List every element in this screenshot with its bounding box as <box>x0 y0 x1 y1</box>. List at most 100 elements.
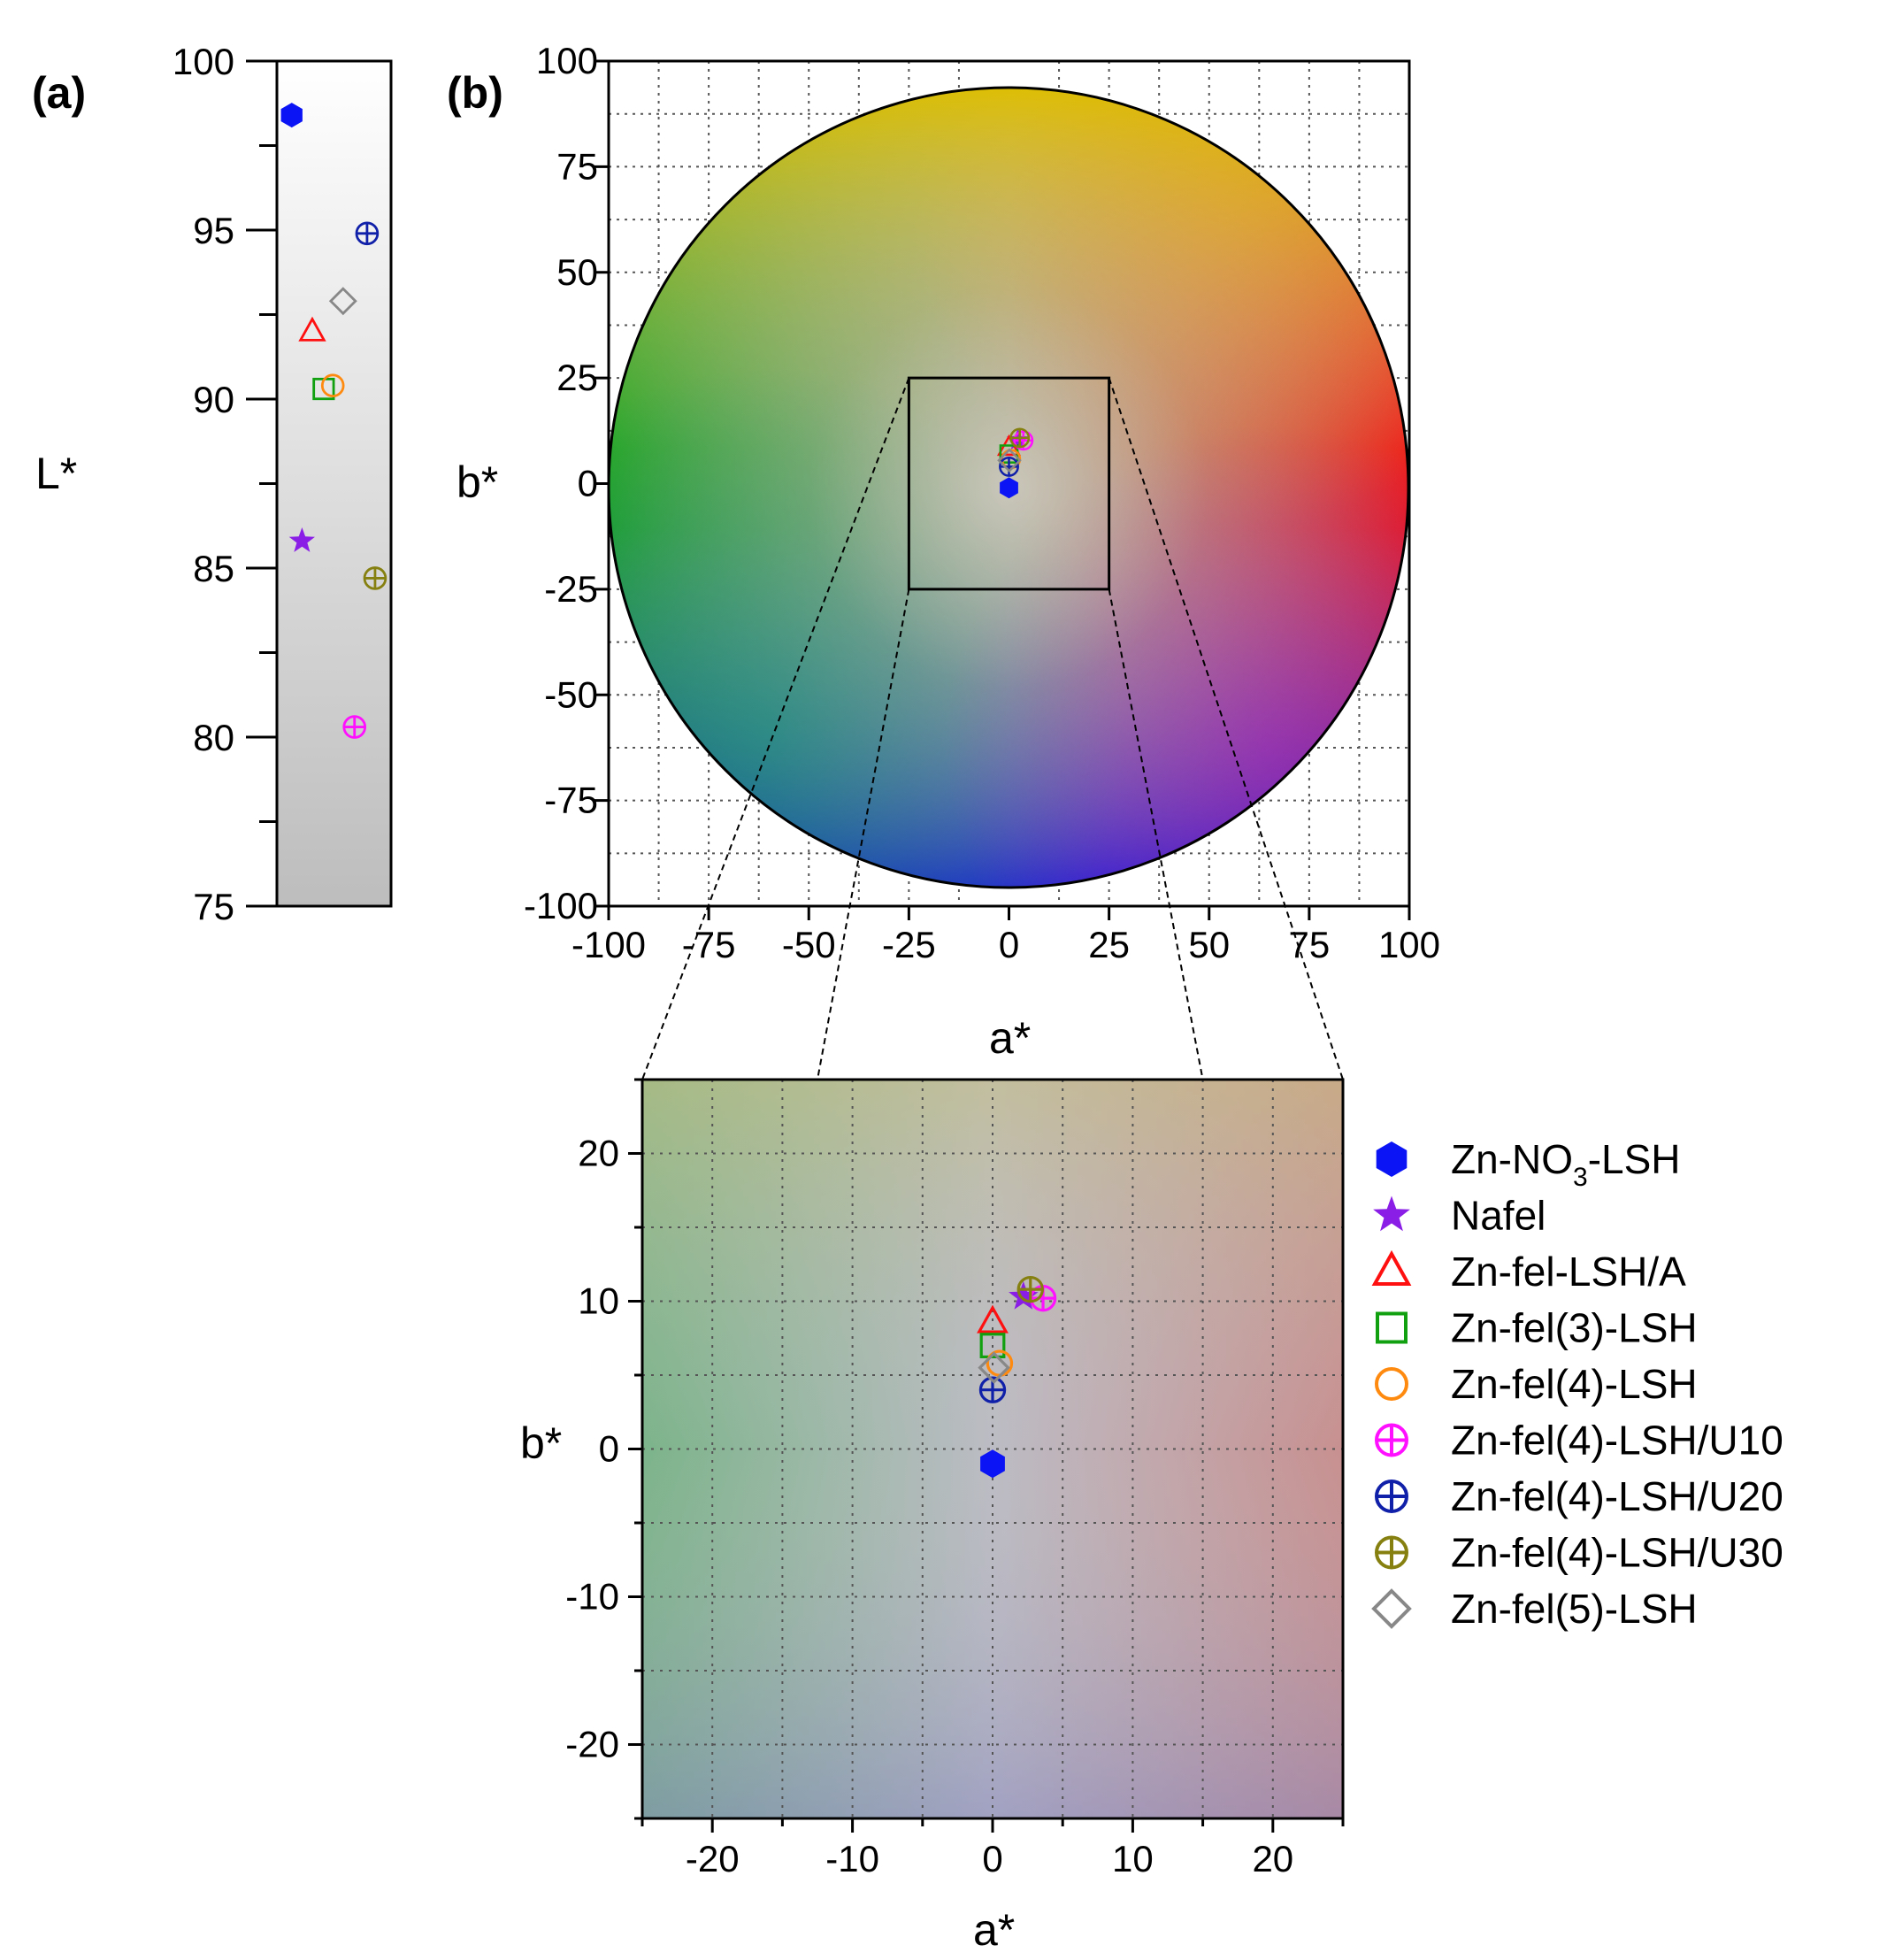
panel-b-y-title: b* <box>456 457 498 507</box>
panel-b-x-tick-label: -100 <box>571 924 646 965</box>
legend-item-zn-fel-5-lsh-marker-shape <box>1371 1588 1412 1629</box>
panel-b-y-tick-label: -50 <box>544 673 598 715</box>
panel-a-marker-zn-fel-4-lsh-u20 <box>355 221 380 246</box>
panel-a-marker-zn-fel-5-lsh <box>328 287 357 316</box>
panel-b-x-tick-label: 25 <box>1088 924 1130 965</box>
panel-b-marker-zn-fel-4-lsh-u30 <box>1009 427 1031 449</box>
panel-b-x-tick-label: -25 <box>882 924 936 965</box>
zoom-y-tick-label: 20 <box>578 1133 619 1174</box>
panel-b-y-tick-label: 0 <box>578 463 598 504</box>
legend-item-zn-fel-3-lsh: Zn-fel(3)-LSH <box>1376 1305 1698 1351</box>
panel-a-marker-zn-no3-lsh <box>280 103 303 128</box>
panel-a: (a) 75 80 85 90 95 100 L* <box>32 41 393 927</box>
panel-a-tick-label: 85 <box>193 548 234 589</box>
legend-item-zn-fel-5-lsh-label: Zn-fel(5)-LSH <box>1451 1586 1698 1632</box>
panel-a-y-title: L* <box>35 449 77 498</box>
legend-item-zn-fel-4-lsh-marker-shape <box>1375 1367 1408 1401</box>
zoom-connector-line <box>1108 377 1344 1080</box>
panel-b-x-tick-label: 0 <box>999 924 1019 965</box>
legend-item-zn-no3-lsh-marker-shape <box>1376 1141 1408 1177</box>
legend-item-zn-fel-4-lsh: Zn-fel(4)-LSH <box>1375 1361 1698 1407</box>
panel-b: (b) -100 -75 -50 -25 0 25 50 75 100 -100 -75 -50 -25… <box>447 40 1440 1063</box>
legend-item-zn-fel-4-lsh-u20: Zn-fel(4)-LSH/U20 <box>1375 1473 1783 1519</box>
legend-item-zn-fel-lsh-a-marker-shape <box>1371 1249 1412 1286</box>
panel-a-tick-label: 80 <box>193 717 234 758</box>
legend-item-zn-fel-lsh-a-label: Zn-fel-LSH/A <box>1451 1249 1686 1295</box>
zoom-marker-nafel <box>1009 1280 1039 1310</box>
legend: Zn-NO3-LSHNafelZn-fel-LSH/AZn-fel(3)-LSH… <box>1371 1136 1783 1632</box>
panel-a-tick-label: 75 <box>193 886 234 927</box>
panel-a-label: (a) <box>32 68 86 118</box>
legend-item-zn-fel-4-lsh-marker <box>1375 1367 1408 1401</box>
panel-b-x-tick-label: -50 <box>782 924 836 965</box>
zoom-marker-zn-fel-5-lsh <box>978 1351 1010 1384</box>
panel-b-y-tick-label: -75 <box>544 780 598 821</box>
zoom-marker-zn-no3-lsh-shape <box>980 1449 1005 1479</box>
zoom-y-title: b* <box>520 1418 562 1468</box>
zoom-y-tick-label: -20 <box>565 1724 619 1765</box>
legend-item-zn-fel-4-lsh-u10: Zn-fel(4)-LSH/U10 <box>1375 1418 1783 1464</box>
panel-a-marker-zn-fel-4-lsh-u10 <box>342 715 367 739</box>
panel-b-marker-zn-fel-4-lsh-u20 <box>999 456 1019 477</box>
legend-item-zn-fel-4-lsh-u20-marker <box>1375 1480 1408 1513</box>
panel-b-marker-zn-fel-5-lsh <box>997 448 1022 473</box>
legend-item-nafel-marker-shape <box>1373 1195 1410 1232</box>
panel-b-y-tick-label: -25 <box>544 568 598 610</box>
panel-b-y-tick-label: -100 <box>524 885 598 926</box>
legend-item-nafel-marker <box>1373 1195 1410 1232</box>
legend-item-zn-no3-lsh-label-main: Zn-NO <box>1451 1136 1573 1182</box>
panel-a-marker-zn-fel-4-lsh <box>320 373 345 398</box>
zoom-connector-line <box>641 377 910 1080</box>
legend-item-zn-fel-lsh-a: Zn-fel-LSH/A <box>1371 1249 1686 1295</box>
legend-item-zn-fel-3-lsh-marker-shape <box>1376 1311 1408 1344</box>
zoom-x-title: a* <box>973 1905 1015 1955</box>
zoom-marker-zn-fel-lsh-a-shape <box>977 1304 1009 1334</box>
panel-a-plot-area <box>275 59 393 908</box>
zoom-marker-zn-fel-4-lsh-u30 <box>1016 1275 1044 1303</box>
panel-b-marker-zn-no3-lsh-shape <box>1000 477 1018 499</box>
legend-item-zn-fel-5-lsh-marker <box>1371 1588 1412 1629</box>
zoom-region-box <box>907 376 1111 591</box>
zoom-marker-zn-fel-5-lsh-shape <box>978 1351 1010 1384</box>
legend-item-nafel: Nafel <box>1373 1193 1546 1239</box>
zoom-x-tick-label: -10 <box>825 1838 879 1879</box>
panel-a-marker-zn-no3-lsh-shape <box>280 103 303 128</box>
zoom-marker-zn-no3-lsh <box>980 1449 1005 1479</box>
panel-a-marker-zn-fel-4-lsh-u30 <box>363 566 387 590</box>
legend-item-zn-no3-lsh-label-sub: 3 <box>1573 1163 1588 1192</box>
zoom-x-tick-label: -20 <box>686 1838 740 1879</box>
panel-b-marker-zn-fel-5-lsh-shape <box>997 448 1022 473</box>
panel-b-y-tick-label: 25 <box>556 357 598 398</box>
panel-a-marker-zn-fel-4-lsh-shape <box>320 373 345 398</box>
zoom-grid <box>642 1080 1343 1818</box>
panel-a-marker-zn-fel-lsh-a <box>298 316 326 342</box>
panel-b-x-tick-label: 100 <box>1378 924 1440 965</box>
zoom-marker-zn-fel-4-lsh-u20 <box>978 1376 1007 1403</box>
panel-b-x-tick-label: 50 <box>1188 924 1230 965</box>
panel-b-markers <box>996 427 1034 499</box>
legend-item-zn-fel-4-lsh-u10-label: Zn-fel(4)-LSH/U10 <box>1451 1418 1783 1464</box>
panel-a-marker-zn-fel-lsh-a-shape <box>298 316 326 342</box>
legend-item-zn-fel-4-lsh-label: Zn-fel(4)-LSH <box>1451 1361 1698 1407</box>
legend-item-nafel-label: Nafel <box>1451 1193 1546 1239</box>
zoom-marker-nafel-shape <box>1009 1280 1039 1310</box>
zoom-y-tick-label: -10 <box>565 1576 619 1618</box>
panel-b-y-tick-label: 75 <box>556 145 598 187</box>
panel-b-axes: -100 -75 -50 -25 0 25 50 75 100 -100 -75 -50 -25 0 25 5… <box>524 40 1440 965</box>
panel-a-y-axis: 75 80 85 90 95 100 <box>173 41 277 927</box>
legend-item-zn-fel-4-lsh-u30: Zn-fel(4)-LSH/U30 <box>1375 1530 1783 1576</box>
panel-b-marker-zn-no3-lsh <box>1000 477 1018 499</box>
panel-b-y-tick-label: 50 <box>556 251 598 293</box>
legend-item-zn-fel-4-lsh-u10-marker <box>1375 1423 1408 1457</box>
zoom-marker-zn-fel-lsh-a <box>977 1304 1009 1334</box>
legend-item-zn-fel-3-lsh-label: Zn-fel(3)-LSH <box>1451 1305 1698 1351</box>
panel-zoom: -20 -10 0 10 20 -20 -10 0 10 20 b* a* <box>520 1078 1345 1955</box>
panel-b-x-title: a* <box>989 1013 1031 1063</box>
legend-item-zn-no3-lsh-label: Zn-NO3-LSH <box>1451 1136 1681 1192</box>
zoom-x-tick-label: 0 <box>982 1838 1002 1879</box>
zoom-axes: -20 -10 0 10 20 -20 -10 0 10 20 <box>565 1078 1345 1879</box>
legend-item-zn-no3-lsh-label-tail: -LSH <box>1588 1136 1681 1182</box>
zoom-y-tick-label: 0 <box>599 1428 619 1470</box>
panel-b-y-tick-label: 100 <box>536 40 598 81</box>
